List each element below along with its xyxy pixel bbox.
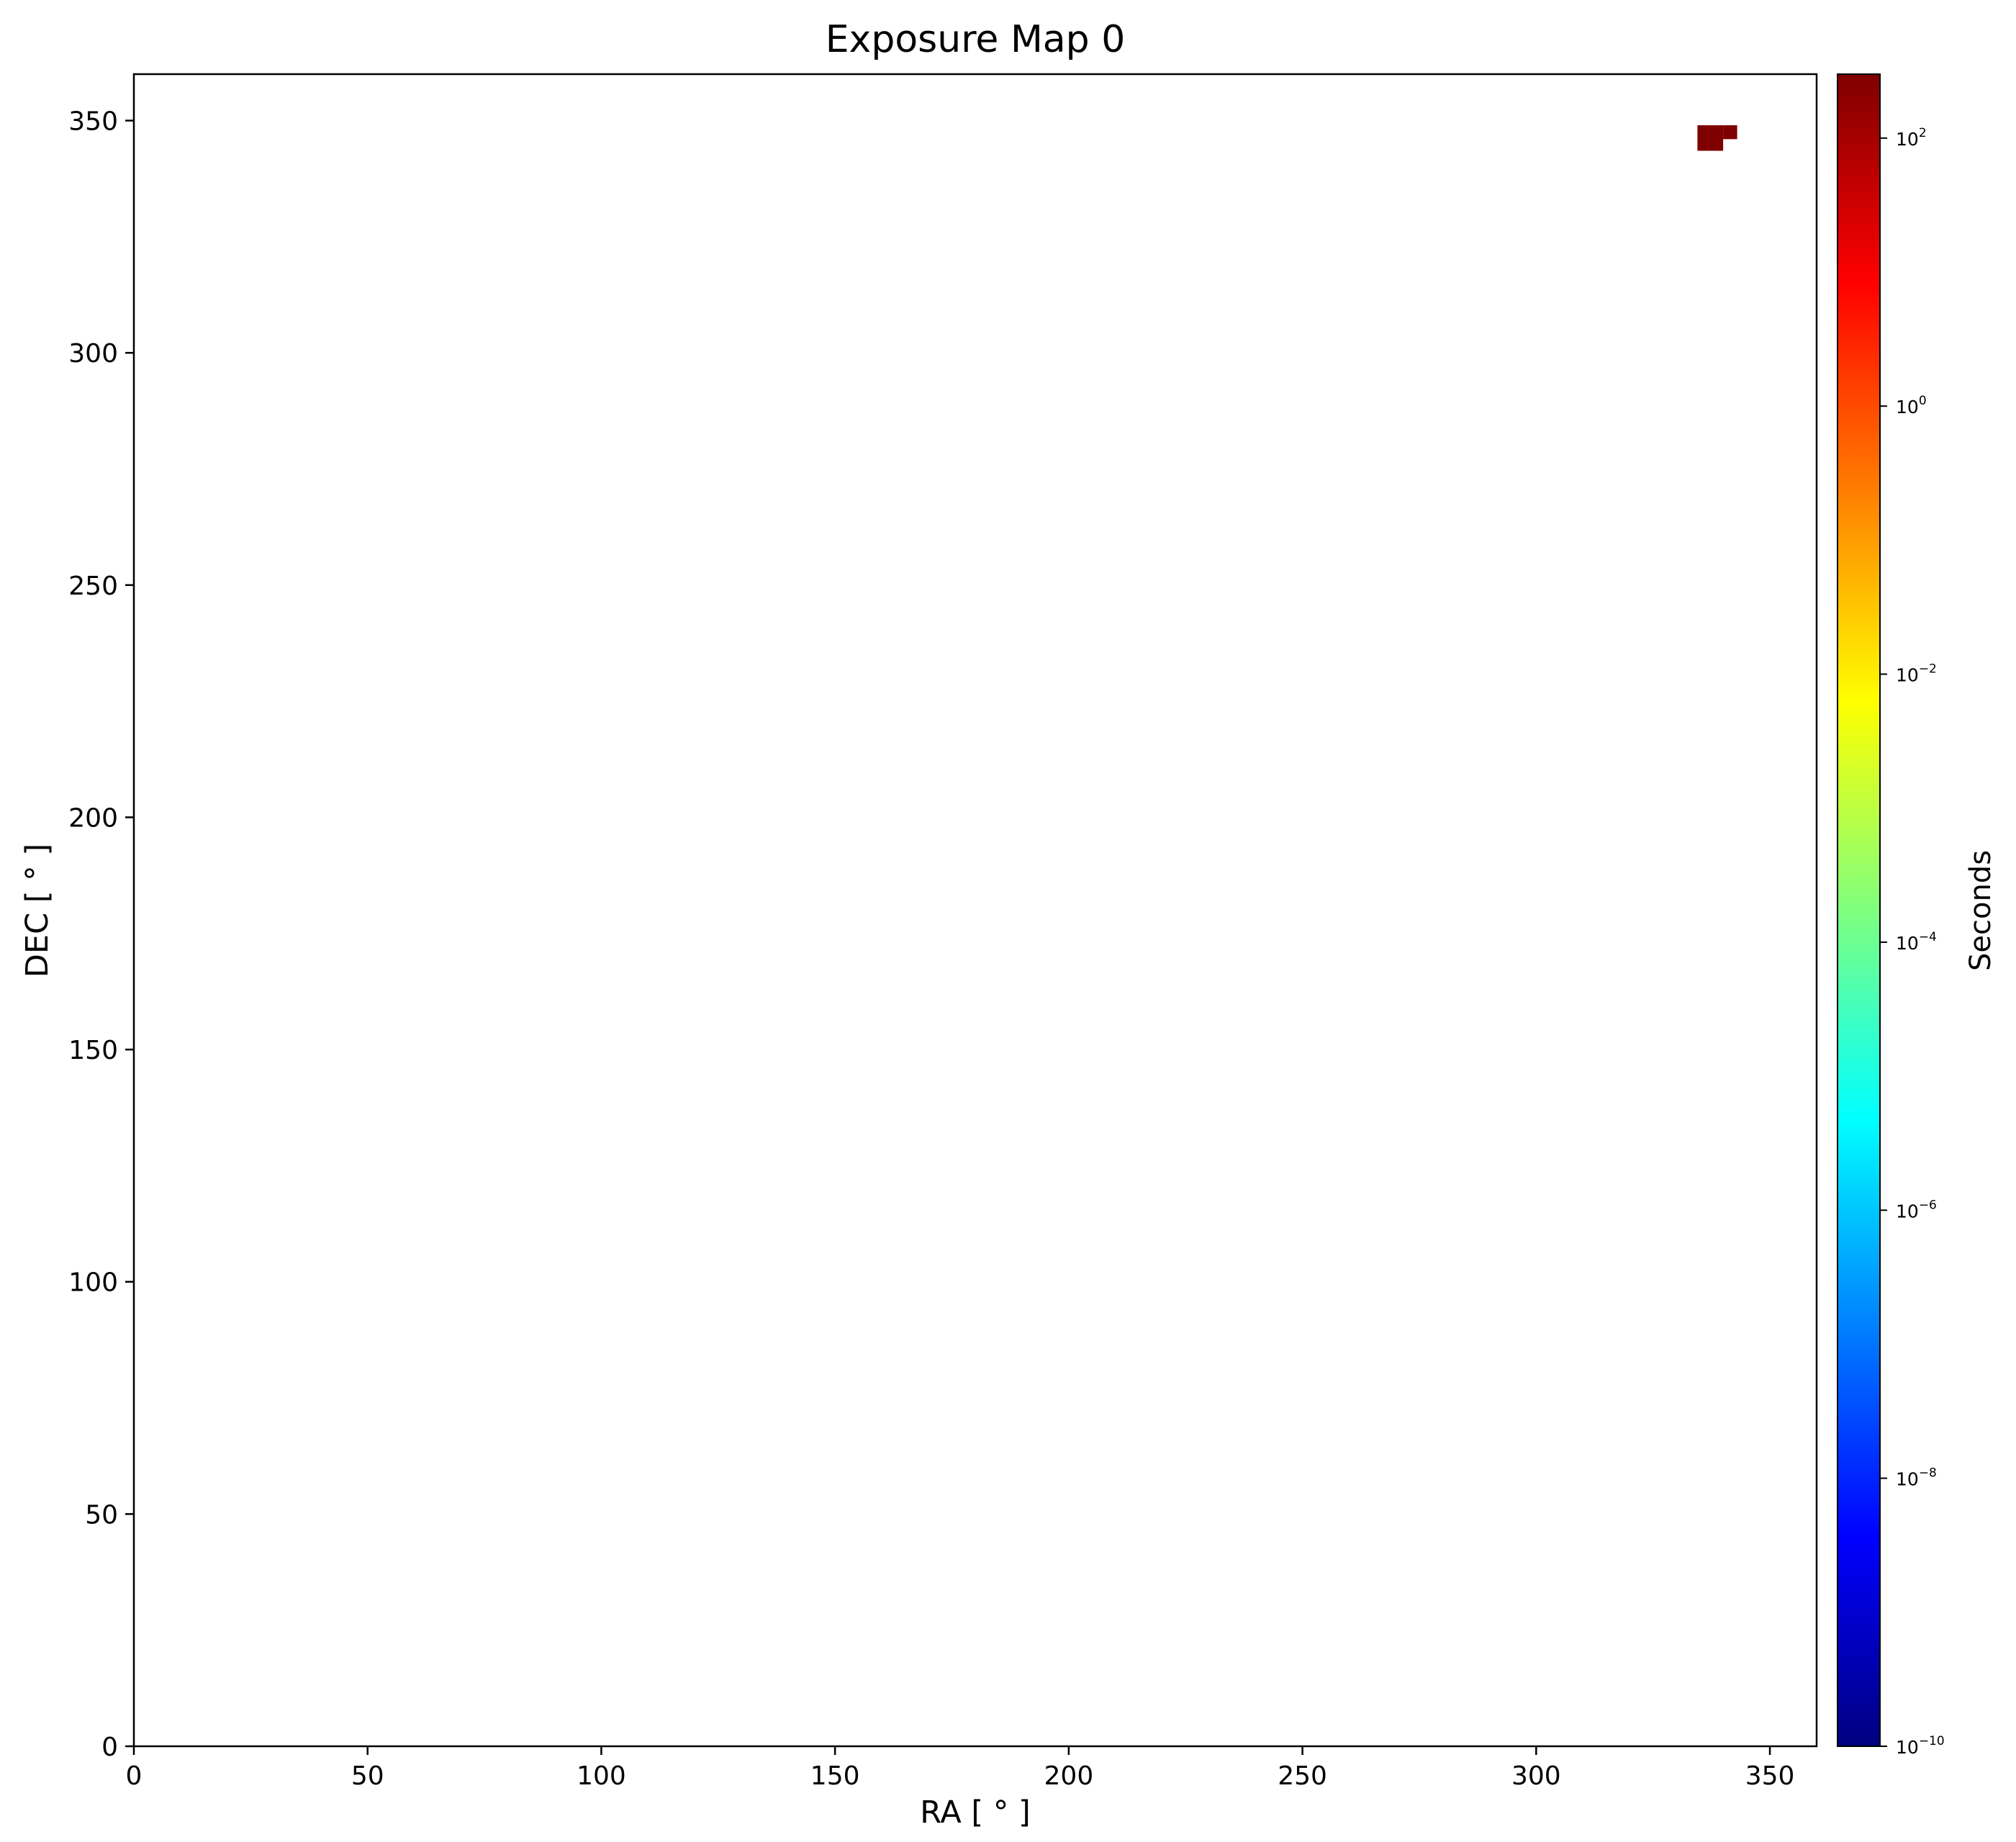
y-axis: 0 50 100 150 200 250 300 350 [68,107,134,1762]
colorbar-frame [1837,73,1881,1747]
x-tick-label-7: 350 [1745,1761,1795,1791]
colorbar-tick-label-5: 100 [1896,394,1927,417]
colorbar-ticks: 10−10 10−8 10−6 10−4 10−2 100 102 [1880,126,1945,1758]
plot-frame [132,73,1818,1748]
y-tick-label-3: 150 [68,1036,118,1065]
y-tick-label-2: 100 [68,1268,118,1298]
y-tick-label-6: 300 [68,339,118,369]
x-tick-label-2: 100 [577,1761,626,1791]
x-tick-label-0: 0 [126,1761,143,1791]
colorbar-label: Seconds [1964,850,1997,971]
x-axis-label: RA [ ° ] [920,1794,1031,1830]
colorbar-tick-label-4: 10−2 [1896,662,1937,686]
y-tick-label-4: 200 [68,803,118,833]
x-tick-label-3: 150 [810,1761,860,1791]
x-tick-label-1: 50 [351,1761,384,1791]
heatmap-cells [1697,125,1737,151]
y-axis-label: DEC [ ° ] [19,844,55,978]
colorbar-tick-label-3: 10−4 [1896,930,1937,954]
y-tick-label-1: 50 [85,1500,118,1530]
y-tick-label-0: 0 [101,1733,118,1762]
x-tick-label-4: 200 [1044,1761,1094,1791]
x-axis: 0 50 100 150 200 250 300 350 [126,1746,1795,1791]
heatmap-cell-1 [1723,125,1737,140]
chart-title: Exposure Map 0 [826,18,1126,61]
y-tick-label-7: 350 [68,107,118,137]
heatmap-cell-0 [1697,125,1724,151]
colorbar-tick-label-1: 10−8 [1896,1466,1937,1490]
x-tick-label-6: 300 [1511,1761,1561,1791]
plot-area [134,74,1817,1746]
y-tick-label-5: 250 [68,572,118,601]
colorbar-tick-label-6: 102 [1896,126,1927,150]
x-tick-label-5: 250 [1278,1761,1327,1791]
colorbar [1838,74,1880,1746]
colorbar-tick-label-2: 10−6 [1896,1198,1937,1222]
colorbar-tick-label-0: 10−10 [1896,1734,1945,1758]
